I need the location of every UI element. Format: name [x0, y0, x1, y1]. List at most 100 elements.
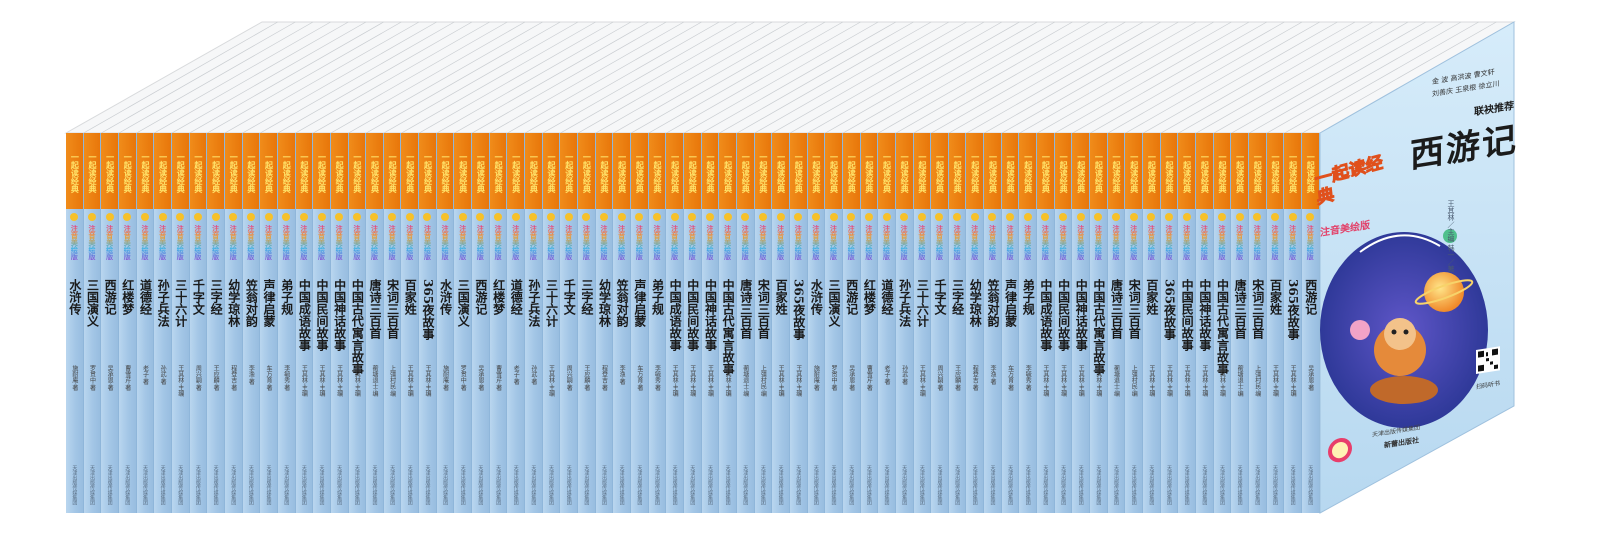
spine-star-icon: [1076, 213, 1085, 221]
spine-edition-label: 注音美绘版: [1165, 225, 1174, 260]
spine-series-label: 一起读经典: [335, 153, 345, 193]
spine-title: 三字经: [950, 279, 965, 315]
spine-series-label: 一起读经典: [988, 153, 998, 193]
spine-series-label: 一起读经典: [1129, 153, 1139, 193]
book-spine: 一起读经典 注音美绘版 中国神话故事 王其林·主编 天津出版传媒集团: [330, 133, 349, 513]
spine-series-label: 一起读经典: [1235, 153, 1245, 193]
spine-editor: 车万育·著: [635, 365, 643, 391]
spine-edition-label: 注音美绘版: [264, 225, 273, 260]
spine-editor: 王其林·主编: [688, 365, 696, 397]
book-spine: 一起读经典 注音美绘版 宋词三百首 上彊村民·编 天津出版传媒集团: [754, 133, 773, 513]
spine-title: 宋词三百首: [1250, 279, 1265, 339]
book-spine: 一起读经典 注音美绘版 笠翁对韵 李渔·著 天津出版传媒集团: [613, 133, 631, 513]
spine-star-icon: [388, 213, 397, 221]
spine-star-icon: [476, 213, 485, 221]
spine-star-icon: [1129, 213, 1138, 221]
spine-series-label: 一起读经典: [670, 153, 680, 193]
spine-series-label: 一起读经典: [1306, 153, 1316, 193]
spine-star-icon: [882, 213, 891, 221]
spine-editor: 王其林·主编: [1094, 365, 1102, 397]
spine-band: [242, 133, 260, 209]
spine-series-label: 一起读经典: [758, 153, 768, 193]
spine-title: 三十六计: [544, 279, 559, 327]
spine-star-icon: [1094, 213, 1103, 221]
spine-band: [525, 133, 542, 209]
spine-row: 一起读经典 注音美绘版 水浒传 施耐庵·著 天津出版传媒集团 一起读经典 注音美绘版 三国演义…: [66, 133, 1320, 513]
book-spine: 一起读经典 注音美绘版 唐诗三百首 蘅塘退士·编 天津出版传媒集团: [736, 133, 755, 513]
spine-editor: 上彊村民·编: [1130, 365, 1138, 397]
spine-publisher: 天津出版传媒集团: [124, 465, 131, 505]
spine-band: [1001, 133, 1019, 209]
book-spine: 一起读经典 注音美绘版 红楼梦 曹雪芹·著 天津出版传媒集团: [489, 133, 508, 513]
spine-edition-label: 注音美绘版: [829, 225, 838, 260]
book-spine: 一起读经典 注音美绘版 中国民间故事 王其林·主编 天津出版传媒集团: [683, 133, 702, 513]
book-spine: 一起读经典 注音美绘版 幼学琼林 程登吉·著 天津出版传媒集团: [595, 133, 614, 513]
spine-publisher: 天津出版传媒集团: [653, 465, 660, 505]
spine-star-icon: [670, 213, 679, 221]
spine-band: [1107, 133, 1125, 209]
spine-title: 365夜故事: [420, 279, 435, 341]
book-spine: 一起读经典 注音美绘版 中国民间故事 王其林·主编 天津出版传媒集团: [1054, 133, 1073, 513]
spine-publisher: 天津出版传媒集团: [336, 465, 343, 505]
spine-title: 中国成语故事: [1038, 279, 1053, 351]
spine-editor: 王其林·主编: [1200, 365, 1208, 397]
spine-band: [154, 133, 171, 209]
spine-title: 365夜故事: [791, 279, 806, 341]
book-spine: 一起读经典 注音美绘版 中国成语故事 王其林·主编 天津出版传媒集团: [1037, 133, 1055, 513]
spine-band: [101, 133, 118, 209]
spine-band: [224, 133, 242, 209]
spine-edition-label: 注音美绘版: [70, 225, 79, 260]
book-spine: 一起读经典 注音美绘版 三国演义 罗贯中·著 天津出版传媒集团: [83, 133, 102, 513]
spine-star-icon: [723, 213, 732, 221]
spine-edition-label: 注音美绘版: [811, 225, 820, 260]
spine-editor: 王其林·主编: [335, 365, 343, 397]
spine-band: [260, 133, 277, 209]
spine-title: 365夜故事: [1286, 279, 1301, 341]
spine-publisher: 天津出版传媒集团: [1271, 465, 1278, 505]
book-spine: 一起读经典 注音美绘版 365夜故事 王其林·主编 天津出版传媒集团: [789, 133, 808, 513]
spine-title: 孙子兵法: [526, 279, 541, 327]
spine-edition-label: 注音美绘版: [476, 225, 485, 260]
spine-edition-label: 注音美绘版: [547, 225, 556, 260]
book-spine: 一起读经典 注音美绘版 声律启蒙 车万育·著 天津出版传媒集团: [1001, 133, 1020, 513]
spine-star-icon: [1023, 213, 1032, 221]
spine-star-icon: [582, 213, 591, 221]
spine-star-icon: [988, 213, 997, 221]
spine-editor: 王其林·主编: [671, 365, 679, 397]
spine-star-icon: [547, 213, 556, 221]
spine-editor: 周兴嗣·著: [194, 365, 202, 391]
spine-star-icon: [317, 213, 326, 221]
spine-edition-label: 注音美绘版: [970, 225, 979, 260]
spine-series-label: 一起读经典: [140, 153, 150, 193]
spine-band: [1248, 133, 1266, 209]
spine-editor: 王其林·主编: [794, 365, 802, 397]
book-spine: 一起读经典 注音美绘版 中国神话故事 王其林·主编 天津出版传媒集团: [701, 133, 720, 513]
spine-edition-label: 注音美绘版: [1041, 225, 1050, 260]
spine-edition-label: 注音美绘版: [635, 225, 644, 260]
spine-band: [542, 133, 560, 209]
spine-editor: 王其林·主编: [1165, 365, 1173, 397]
spine-editor: 车万育·著: [265, 365, 273, 391]
spine-editor: 王其林·主编: [318, 365, 326, 397]
spine-series-label: 一起读经典: [617, 153, 627, 193]
book-spine: 一起读经典 注音美绘版 千字文 周兴嗣·著 天津出版传媒集团: [931, 133, 949, 513]
spine-publisher: 天津出版传媒集团: [1148, 465, 1155, 505]
spine-publisher: 天津出版传媒集团: [1218, 465, 1225, 505]
book-spine: 一起读经典 注音美绘版 宋词三百首 上彊村民·编 天津出版传媒集团: [383, 133, 402, 513]
spine-series-label: 一起读经典: [441, 153, 451, 193]
spine-title: 唐诗三百首: [1109, 279, 1124, 339]
spine-title: 千字文: [562, 279, 577, 315]
spine-series-label: 一起读经典: [264, 153, 274, 193]
spine-star-icon: [635, 213, 644, 221]
spine-band: [489, 133, 507, 209]
spine-publisher: 天津出版传媒集团: [1024, 465, 1031, 505]
spine-band: [436, 133, 454, 209]
spine-publisher: 天津出版传媒集团: [671, 465, 678, 505]
spine-editor: 吴承恩·著: [847, 365, 855, 391]
spine-title: 百家姓: [1144, 279, 1159, 315]
book-spine: 一起读经典 注音美绘版 三字经 王应麟·著 天津出版传媒集团: [207, 133, 225, 513]
spine-band: [348, 133, 366, 209]
spine-edition-label: 注音美绘版: [1023, 225, 1032, 260]
spine-edition-label: 注音美绘版: [1200, 225, 1209, 260]
